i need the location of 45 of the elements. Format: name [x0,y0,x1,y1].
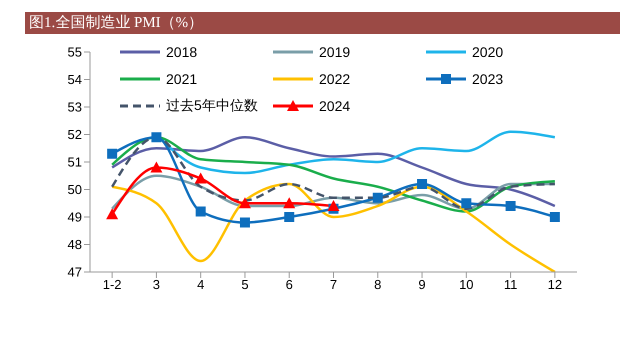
x-tick-label: 5 [241,277,249,292]
point [550,212,560,222]
point [461,198,472,208]
x-tick-label: 11 [504,277,518,292]
point [151,132,162,142]
legend-label: 2019 [319,44,350,60]
chart-title: 图1.全国制造业 PMI（%） [28,14,204,33]
point [417,179,428,189]
point [506,201,516,211]
point [284,212,294,222]
x-tick-label: 7 [330,277,338,292]
point [150,162,162,172]
point [196,206,206,216]
legend-label: 2018 [166,44,198,60]
point [238,197,251,208]
point [372,192,383,203]
legend-label: 2021 [166,70,198,86]
y-tick-label: 55 [68,44,82,60]
x-tick-label: 3 [152,277,160,292]
x-tick-label: 1-2 [102,277,122,292]
point [106,208,118,220]
point [240,218,250,228]
y-tick-label: 48 [68,237,82,252]
legend-label: 2024 [319,98,350,114]
y-tick-label: 52 [68,127,82,142]
y-tick-label: 50 [68,182,82,198]
y-tick-label: 49 [68,210,82,225]
point [283,197,296,208]
y-tick-label: 51 [68,154,82,170]
y-tick-label: 47 [68,264,82,280]
point [328,200,340,211]
legend-label: 2020 [472,44,504,60]
x-tick-label: 9 [418,277,426,292]
legend-label: 2022 [319,70,350,86]
x-tick-label: 4 [197,277,204,292]
y-tick-label: 54 [68,72,82,88]
legend-label: 过去5年中位数 [166,96,258,114]
x-tick-label: 10 [459,277,474,292]
x-tick-label: 6 [286,277,293,292]
point [194,172,207,184]
y-tick-label: 53 [68,100,82,115]
legend-label: 2023 [472,70,504,86]
x-tick-label: 8 [374,277,382,292]
point [107,148,118,159]
x-tick-label: 12 [548,277,562,292]
